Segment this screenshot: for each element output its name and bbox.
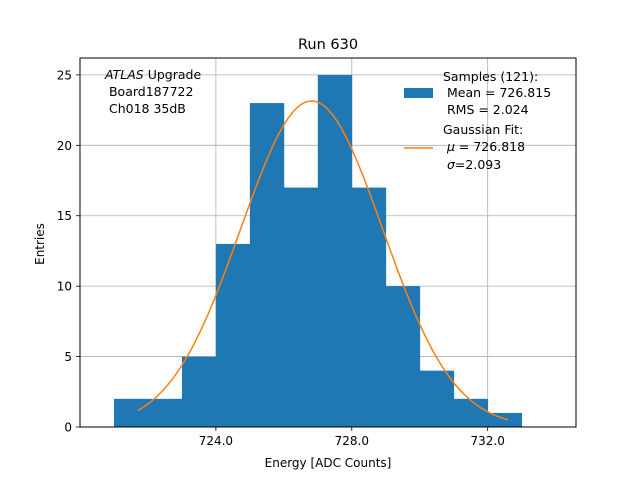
- y-tick-label-2: 10: [57, 280, 72, 294]
- legend-samples-swatch: [404, 88, 433, 98]
- legend-samples-mean: Mean = 726.815: [443, 85, 551, 100]
- legend-sigma-symbol: σ: [447, 157, 456, 172]
- chart-title: Run 630: [298, 37, 358, 53]
- y-tick-label-5: 25: [57, 68, 72, 82]
- run-annotation: ATLAS Upgrade Board187722 Ch018 35dB: [104, 67, 201, 116]
- gaussian-fit-curve: [137, 100, 509, 421]
- x-tick-label-2: 732.0: [470, 434, 504, 448]
- y-tick-label-1: 5: [64, 350, 72, 364]
- histogram-bar-1: [147, 398, 183, 427]
- x-tick-label-1: 728.0: [335, 434, 369, 448]
- legend-fit-sigma: σ=2.093: [443, 157, 501, 172]
- annotation-upgrade: Upgrade: [144, 67, 202, 82]
- histogram-bar-6: [317, 74, 353, 428]
- x-axis-label: Energy [ADC Counts]: [265, 456, 392, 470]
- histogram-bar-7: [351, 187, 387, 427]
- legend-samples-title: Samples (121):: [443, 69, 538, 84]
- annotation-channel: Ch018 35dB: [105, 101, 186, 116]
- x-tick-label-0: 724.0: [199, 434, 233, 448]
- histogram-bar-2: [181, 356, 217, 427]
- axis-ticks: 724.0 728.0 732.0 0 5 10 15 20 25: [57, 68, 505, 448]
- plot-area-frame: [79, 57, 577, 428]
- annotation-line-1: ATLAS Upgrade: [104, 67, 201, 82]
- y-tick-label-0: 0: [64, 421, 72, 435]
- legend-fit-title: Gaussian Fit:: [443, 122, 523, 137]
- legend-fit-mu: μ = 726.818: [443, 139, 525, 154]
- legend: Samples (121): Mean = 726.815 RMS = 2.02…: [404, 69, 551, 172]
- gaussian-fit: [137, 100, 509, 421]
- y-axis-label: Entries: [33, 223, 47, 265]
- legend-mu-value: = 726.818: [455, 139, 525, 154]
- annotation-atlas: ATLAS: [104, 67, 144, 82]
- histogram-bar-10: [453, 398, 489, 427]
- legend-sigma-value: =2.093: [455, 157, 501, 172]
- legend-samples-rms: RMS = 2.024: [443, 102, 529, 117]
- y-tick-label-3: 15: [57, 209, 72, 223]
- histogram-bar-4: [249, 103, 285, 428]
- annotation-board: Board187722: [105, 84, 193, 99]
- histogram-bar-8: [385, 286, 421, 427]
- legend-mu-symbol: μ: [446, 139, 455, 154]
- histogram-bar-9: [419, 370, 455, 427]
- histogram-bar-5: [283, 187, 319, 427]
- histogram-bar-3: [215, 243, 251, 427]
- histogram-bars: [113, 74, 523, 428]
- y-tick-label-4: 20: [57, 139, 72, 153]
- histogram-bar-0: [113, 398, 149, 427]
